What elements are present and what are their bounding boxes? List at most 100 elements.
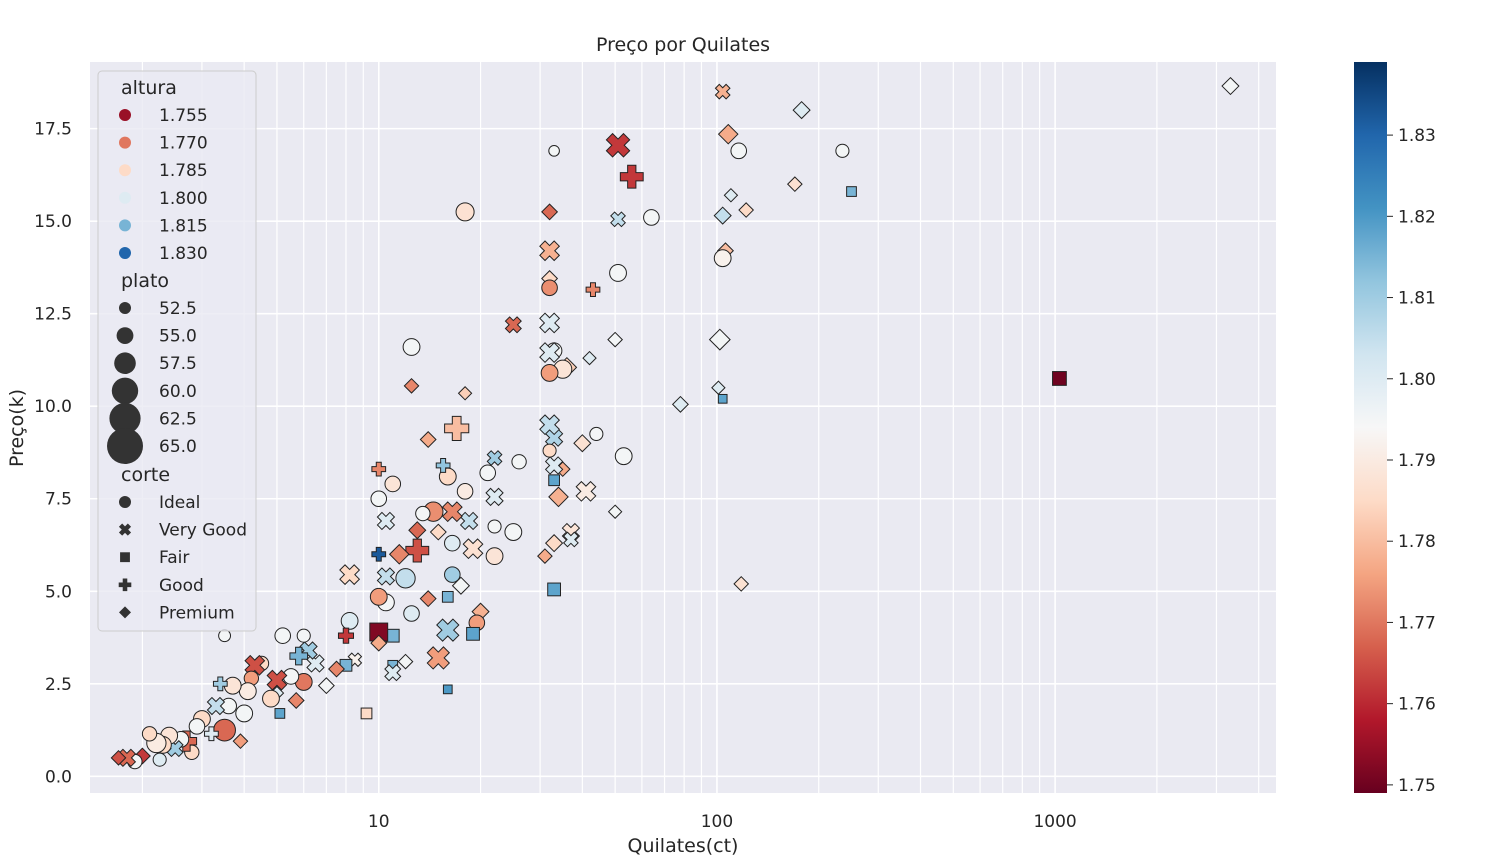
y-tick-label: 5.0 <box>45 582 72 602</box>
data-point <box>466 626 480 641</box>
data-point <box>376 567 396 586</box>
legend-box <box>97 70 257 632</box>
data-point <box>548 145 560 157</box>
data-point <box>738 202 755 218</box>
data-point <box>141 726 158 742</box>
legend-heading: corte <box>121 464 170 486</box>
data-point <box>360 707 373 720</box>
legend-style-swatch <box>118 523 132 536</box>
data-point <box>384 475 402 493</box>
data-point <box>444 566 461 583</box>
data-point <box>713 249 732 268</box>
data-point <box>733 576 750 592</box>
data-point <box>262 689 280 708</box>
data-point <box>152 752 167 767</box>
data-point <box>370 490 388 508</box>
data-point <box>479 464 497 482</box>
legend-label: 1.755 <box>159 106 208 126</box>
data-point <box>614 447 633 466</box>
legend-size-swatch <box>109 402 141 434</box>
data-point <box>1052 371 1067 386</box>
data-point <box>274 627 292 644</box>
data-point <box>337 627 355 644</box>
data-point <box>547 582 561 597</box>
x-tick-label: 10 <box>368 812 390 832</box>
data-point <box>643 209 660 226</box>
legend: altura 1.755 1.770 1.785 1.800 1.815 1.830 plat… <box>97 70 257 632</box>
legend-style-swatch <box>118 578 132 592</box>
data-point <box>218 629 232 643</box>
data-point <box>328 660 346 678</box>
legend-hue-swatch <box>119 191 131 204</box>
x-tick-label: 1000 <box>1033 812 1076 832</box>
data-point <box>274 708 286 719</box>
y-tick-label: 15.0 <box>34 212 72 232</box>
data-point <box>540 363 559 382</box>
colorbar-tick-label: 1.79 <box>1398 451 1436 471</box>
data-point <box>436 618 460 642</box>
data-point <box>723 187 739 203</box>
data-point <box>487 519 502 534</box>
data-point <box>708 328 731 351</box>
legend-label: Fair <box>159 548 189 568</box>
data-point <box>610 211 626 228</box>
legend-label: 1.800 <box>159 189 208 209</box>
data-point <box>575 480 597 502</box>
data-point <box>405 538 430 563</box>
data-point <box>1221 76 1240 96</box>
data-point <box>607 504 623 519</box>
legend-label: Ideal <box>159 493 200 513</box>
legend-label: 55.0 <box>159 327 197 347</box>
y-tick-label: 10.0 <box>34 397 72 417</box>
legend-heading: plato <box>121 270 169 292</box>
data-point <box>415 505 431 522</box>
data-point <box>537 548 553 564</box>
data-point <box>188 718 206 735</box>
data-point <box>504 523 523 541</box>
data-point <box>504 316 522 334</box>
data-point <box>485 487 504 507</box>
legend-label: 1.770 <box>159 134 208 154</box>
data-point <box>717 123 739 145</box>
data-point <box>206 696 226 716</box>
data-point <box>539 414 561 436</box>
data-point <box>451 576 471 595</box>
data-point <box>397 653 414 670</box>
y-tick-label: 12.5 <box>34 305 72 325</box>
data-point <box>459 511 479 531</box>
x-tick-label: 100 <box>701 812 733 832</box>
legend-label: Very Good <box>159 521 247 541</box>
data-point <box>511 454 527 470</box>
data-point <box>544 534 564 553</box>
data-point <box>117 748 137 768</box>
data-point <box>371 461 387 477</box>
data-point <box>585 282 601 298</box>
data-point <box>287 691 305 709</box>
data-point <box>717 393 728 404</box>
data-point <box>408 521 427 540</box>
legend-label: 60.0 <box>159 382 197 402</box>
data-point <box>573 434 592 453</box>
legend-size-swatch <box>111 377 139 404</box>
legend-style-swatch <box>119 496 131 508</box>
data-point <box>317 677 335 695</box>
data-point <box>426 646 451 670</box>
data-point <box>340 611 359 630</box>
data-point <box>213 718 236 742</box>
legend-label: 57.5 <box>159 354 197 374</box>
data-point <box>212 676 228 692</box>
data-point <box>541 279 558 297</box>
data-point <box>444 415 470 442</box>
data-point <box>457 386 473 401</box>
colorbar-tick-label: 1.80 <box>1398 370 1436 390</box>
data-point <box>539 342 561 364</box>
data-point <box>455 202 475 222</box>
legend-label: 62.5 <box>159 409 197 429</box>
data-point <box>385 628 400 643</box>
data-point <box>671 395 689 413</box>
data-point <box>582 350 597 366</box>
data-point <box>456 483 474 500</box>
data-point <box>204 726 219 742</box>
data-point <box>371 546 387 562</box>
